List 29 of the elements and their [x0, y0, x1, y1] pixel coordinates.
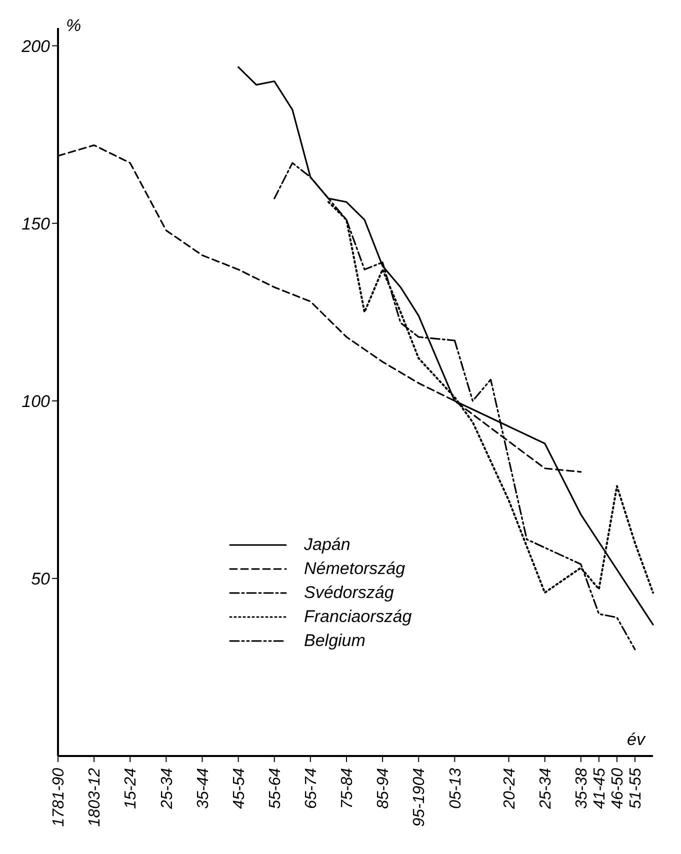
x-tick-label: 85-94 — [375, 768, 392, 809]
y-tick-label: 150 — [22, 214, 51, 234]
y-axis-title: % — [66, 16, 82, 36]
x-tick-label: 1781-90 — [50, 768, 68, 827]
legend-label: Svédország — [304, 583, 394, 603]
x-tick-label: 75-84 — [339, 768, 356, 809]
x-tick-label: 15-24 — [122, 768, 140, 809]
x-tick-label: 20-24 — [501, 768, 518, 810]
x-tick-label: 35-38 — [573, 768, 590, 809]
legend-label: Japán — [304, 535, 350, 555]
legend-label: Franciaország — [304, 607, 412, 627]
x-tick-label: 41-45 — [592, 768, 609, 809]
y-tick-label: 100 — [22, 392, 51, 411]
x-tick-label: 25-34 — [158, 768, 176, 810]
x-axis-title: év — [627, 730, 645, 750]
x-tick-label: 1803-12 — [86, 768, 104, 827]
x-tick-label: 45-54 — [230, 768, 248, 809]
x-tick-label: 46-50 — [610, 768, 627, 809]
x-tick-label: 05-13 — [447, 768, 464, 809]
y-tick-label: 200 — [20, 36, 51, 56]
x-tick-label: 25-34 — [537, 768, 554, 810]
legend-label: Belgium — [304, 631, 366, 651]
y-tick-label: 50 — [31, 569, 51, 588]
x-tick-label: 35-44 — [194, 768, 212, 809]
x-tick-label: 65-74 — [303, 768, 320, 809]
x-tick-label: 51-55 — [628, 768, 645, 809]
x-tick-label: 55-64 — [266, 768, 284, 809]
x-tick-label: 95-1904 — [411, 768, 428, 827]
legend-label: Németország — [304, 559, 406, 579]
